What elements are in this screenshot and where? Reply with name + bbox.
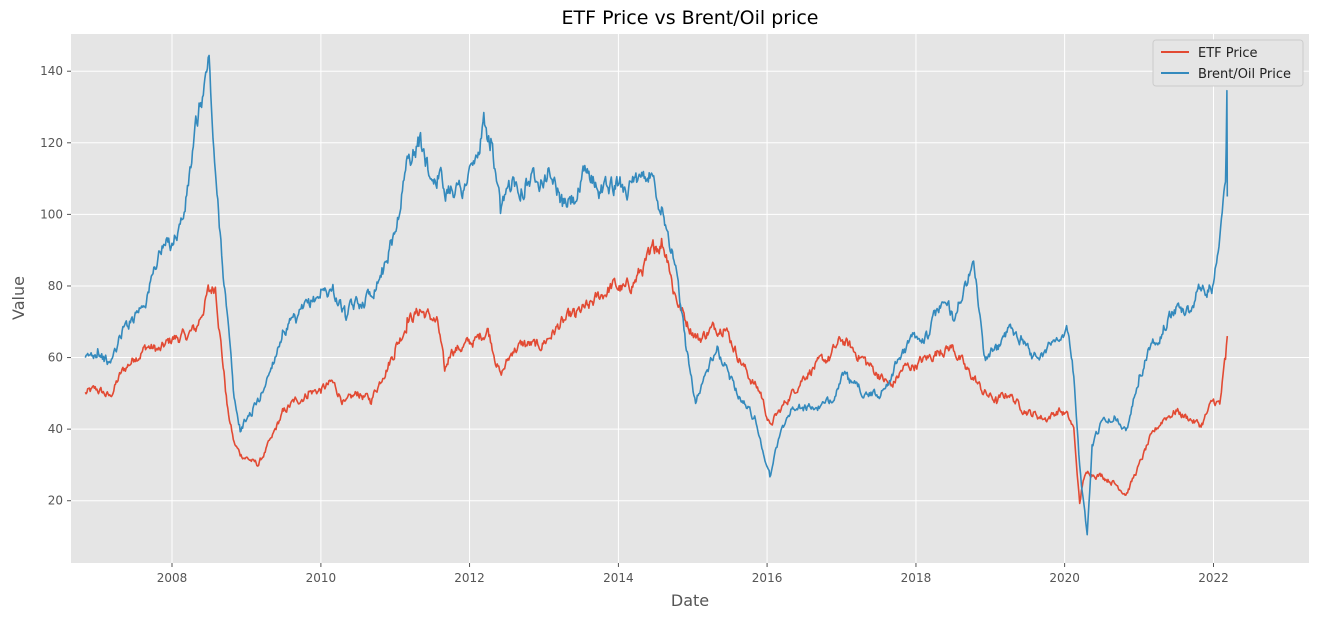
grid-lines xyxy=(71,34,1309,563)
y-tick-label: 100 xyxy=(40,207,63,221)
legend-label-etf: ETF Price xyxy=(1198,46,1257,61)
x-axis-ticks: 2008 2010 2012 2014 2016 2018 2020 2022 xyxy=(157,563,1229,585)
y-tick-label: 80 xyxy=(48,279,63,293)
legend-box xyxy=(1152,39,1304,87)
series-line-brent xyxy=(84,54,1229,536)
plot-background xyxy=(71,34,1309,563)
x-tick-label: 2016 xyxy=(752,571,783,585)
y-axis-label: Value xyxy=(9,276,28,320)
y-axis-ticks: 20 40 60 80 100 120 140 xyxy=(40,64,71,508)
x-tick-label: 2014 xyxy=(603,571,634,585)
y-tick-label: 60 xyxy=(48,351,63,365)
x-tick-label: 2018 xyxy=(901,571,932,585)
x-tick-label: 2008 xyxy=(157,571,188,585)
x-tick-label: 2022 xyxy=(1198,571,1229,585)
x-axis-label: Date xyxy=(671,591,709,610)
y-tick-label: 120 xyxy=(40,136,63,150)
series-line-etf xyxy=(84,237,1229,505)
chart-title: ETF Price vs Brent/Oil price xyxy=(561,7,818,29)
x-tick-label: 2010 xyxy=(306,571,337,585)
y-tick-label: 40 xyxy=(48,422,63,436)
legend-label-brent: Brent/Oil Price xyxy=(1198,67,1291,82)
x-tick-label: 2020 xyxy=(1049,571,1080,585)
x-tick-label: 2012 xyxy=(454,571,485,585)
y-tick-label: 140 xyxy=(40,64,63,78)
series-group xyxy=(84,54,1229,536)
legend: ETF Price Brent/Oil Price xyxy=(1152,39,1304,87)
y-tick-label: 20 xyxy=(48,494,63,508)
